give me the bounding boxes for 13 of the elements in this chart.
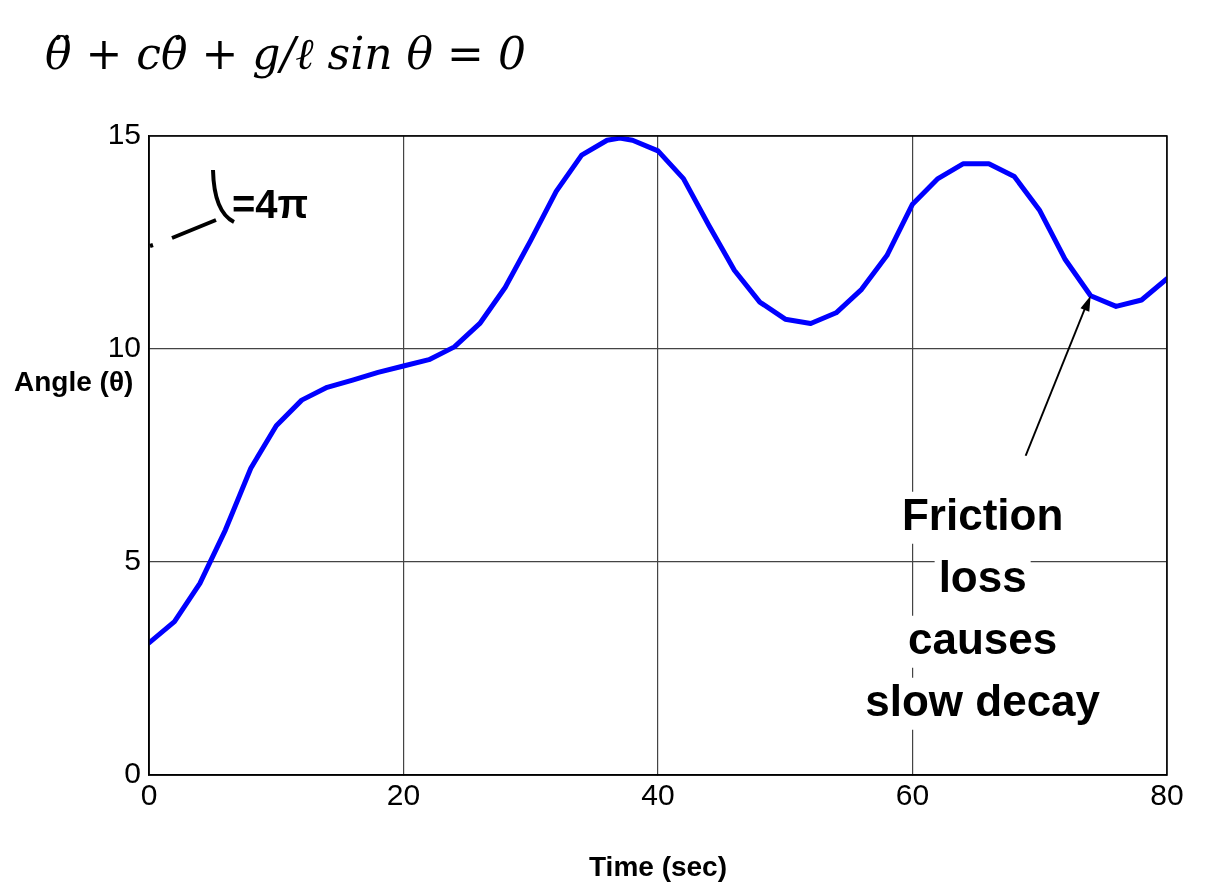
- x-axis-title: Time (sec): [589, 850, 727, 882]
- x-tick-label: 40: [641, 778, 675, 812]
- y-tick-label: 15: [107, 117, 141, 151]
- x-tick-label: 20: [386, 778, 421, 812]
- y-tick-label: 10: [107, 330, 141, 364]
- y-tick-label: 0: [124, 756, 141, 790]
- x-tick-label: 60: [895, 778, 930, 812]
- chart-title: θ̈ + cθ̇ + g/ℓ sin θ = 0: [45, 28, 526, 80]
- y-axis-title: Angle (θ): [14, 365, 134, 397]
- y-tick-label: 5: [124, 543, 141, 577]
- x-tick-label: 80: [1150, 778, 1184, 812]
- annotation: Friction loss causes slow decay: [865, 489, 1101, 725]
- annotation: =4π: [232, 182, 309, 227]
